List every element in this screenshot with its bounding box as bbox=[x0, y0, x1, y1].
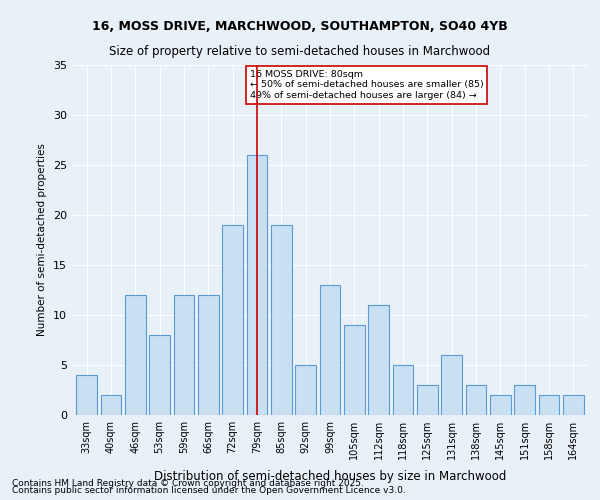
Bar bbox=[368, 305, 389, 415]
Bar bbox=[198, 295, 218, 415]
Bar bbox=[320, 285, 340, 415]
Text: 16, MOSS DRIVE, MARCHWOOD, SOUTHAMPTON, SO40 4YB: 16, MOSS DRIVE, MARCHWOOD, SOUTHAMPTON, … bbox=[92, 20, 508, 33]
Text: Contains public sector information licensed under the Open Government Licence v3: Contains public sector information licen… bbox=[12, 486, 406, 495]
Bar bbox=[271, 225, 292, 415]
Bar bbox=[442, 355, 462, 415]
Bar bbox=[539, 395, 559, 415]
Bar bbox=[344, 325, 365, 415]
Bar bbox=[392, 365, 413, 415]
Text: Contains HM Land Registry data © Crown copyright and database right 2025.: Contains HM Land Registry data © Crown c… bbox=[12, 478, 364, 488]
Bar bbox=[466, 385, 487, 415]
Text: Size of property relative to semi-detached houses in Marchwood: Size of property relative to semi-detach… bbox=[109, 45, 491, 58]
Bar bbox=[563, 395, 584, 415]
Bar bbox=[222, 225, 243, 415]
Text: 16 MOSS DRIVE: 80sqm
← 50% of semi-detached houses are smaller (85)
49% of semi-: 16 MOSS DRIVE: 80sqm ← 50% of semi-detac… bbox=[250, 70, 484, 100]
Bar bbox=[490, 395, 511, 415]
Bar bbox=[76, 375, 97, 415]
Bar bbox=[101, 395, 121, 415]
Bar bbox=[417, 385, 438, 415]
X-axis label: Distribution of semi-detached houses by size in Marchwood: Distribution of semi-detached houses by … bbox=[154, 470, 506, 484]
Bar bbox=[247, 155, 268, 415]
Y-axis label: Number of semi-detached properties: Number of semi-detached properties bbox=[37, 144, 47, 336]
Bar bbox=[514, 385, 535, 415]
Bar bbox=[295, 365, 316, 415]
Bar bbox=[173, 295, 194, 415]
Bar bbox=[125, 295, 146, 415]
Bar bbox=[149, 335, 170, 415]
